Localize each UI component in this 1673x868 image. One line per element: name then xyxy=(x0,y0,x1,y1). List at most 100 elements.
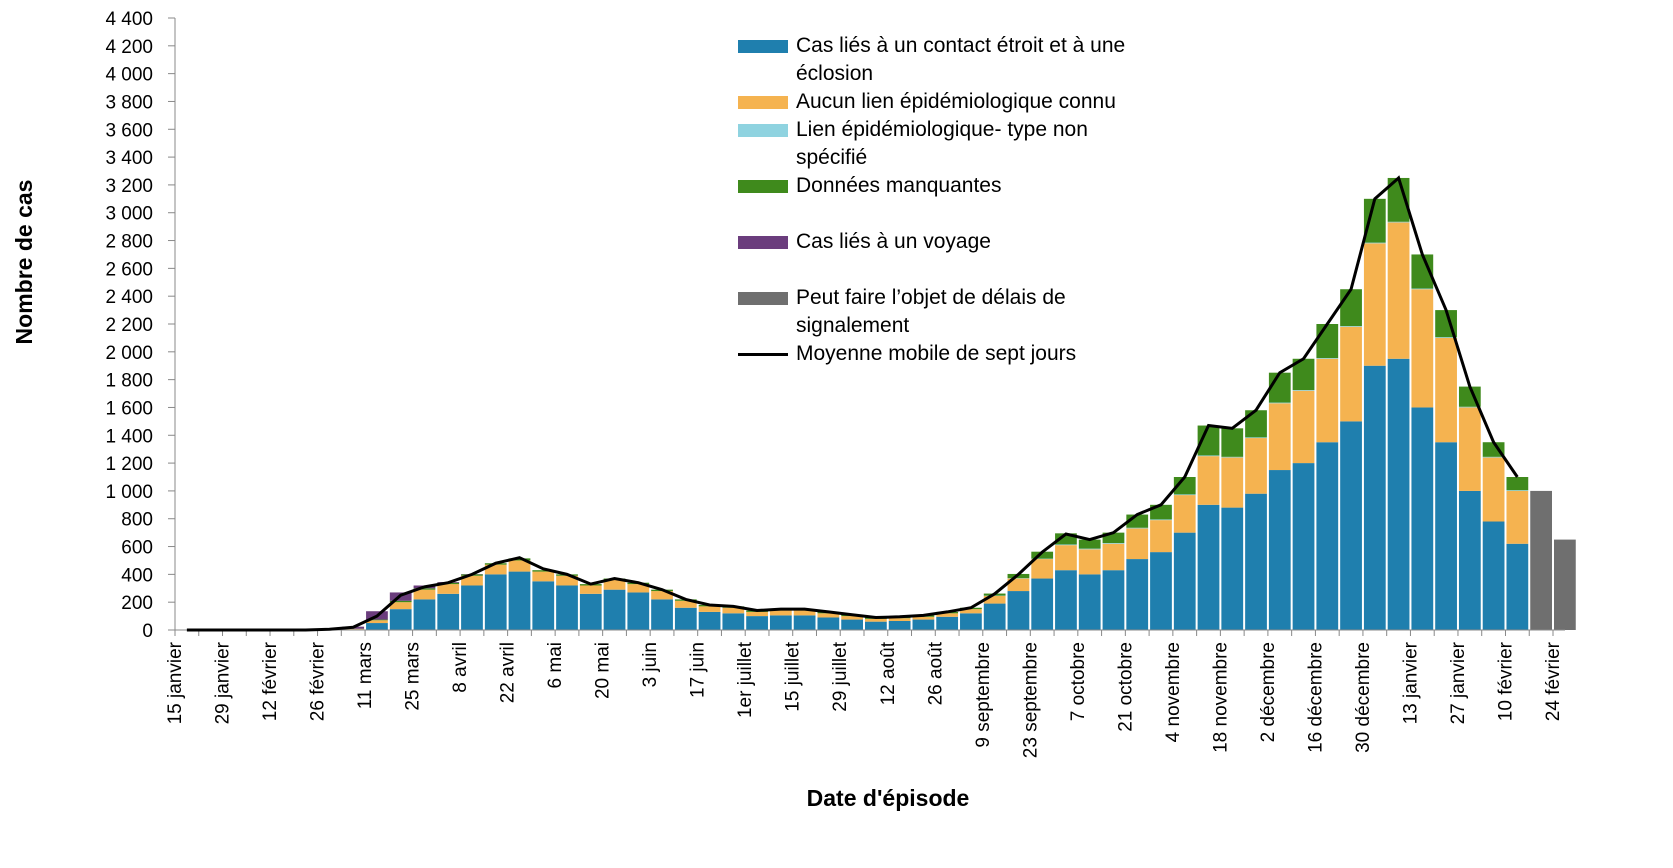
bar-segment xyxy=(1411,289,1434,408)
bar-segment xyxy=(1387,221,1410,223)
x-tick-label: 15 janvier xyxy=(165,641,186,724)
bar-segment xyxy=(461,585,483,630)
bar-segment xyxy=(1150,552,1172,630)
bar-segment xyxy=(1435,337,1457,338)
x-tick-label: 24 février xyxy=(1543,641,1564,721)
bar-segment xyxy=(817,617,840,630)
bar-segment xyxy=(1007,578,1030,592)
legend-swatch xyxy=(738,96,788,109)
x-tick-label: 12 février xyxy=(260,641,281,721)
x-tick-label: 21 octobre xyxy=(1115,642,1136,732)
bar-segment xyxy=(1292,463,1315,630)
bar-segment xyxy=(579,593,602,630)
legend-label: Cas liés à un contact étroit et à une éc… xyxy=(796,34,1126,85)
bar-segment xyxy=(1031,578,1054,630)
y-tick-label: 3 600 xyxy=(105,120,153,141)
x-tick-label: 30 décembre xyxy=(1353,642,1374,753)
bar-segment xyxy=(1245,410,1267,438)
bar-segment xyxy=(366,620,388,624)
bar-segment xyxy=(1102,543,1125,544)
bar-segment xyxy=(1078,548,1101,550)
y-tick-label: 2 600 xyxy=(105,259,153,280)
x-tick-label: 11 mars xyxy=(355,642,376,709)
bar-segment xyxy=(508,571,531,630)
bar-segment xyxy=(1268,403,1291,471)
y-tick-label: 200 xyxy=(121,593,153,614)
x-tick-label: 26 août xyxy=(925,641,946,705)
bar-segment xyxy=(366,619,388,621)
bar-segment xyxy=(1292,390,1315,391)
bar-segment xyxy=(960,613,982,630)
y-tick-label: 2 400 xyxy=(105,287,153,308)
bar-segment xyxy=(1197,425,1220,456)
bar-segment xyxy=(508,560,531,572)
bar-segment xyxy=(983,603,1006,630)
bar-segment xyxy=(1173,532,1196,630)
bar-segment xyxy=(1363,365,1386,630)
x-tick-label: 16 décembre xyxy=(1305,642,1326,753)
x-tick-label: 13 janvier xyxy=(1400,641,1421,724)
x-tick-label: 29 juillet xyxy=(830,641,851,711)
x-tick-label: 15 juillet xyxy=(783,641,804,711)
bar-segment xyxy=(865,618,887,622)
y-tick-label: 0 xyxy=(142,621,153,642)
bar-segment xyxy=(1102,570,1125,630)
bar-segment xyxy=(1078,574,1101,630)
bar-segment xyxy=(674,600,697,608)
bar-segment xyxy=(1363,243,1386,366)
x-tick-label: 18 novembre xyxy=(1210,642,1231,753)
legend-item: Moyenne mobile de sept jours xyxy=(722,340,1150,368)
x-tick-label: 10 février xyxy=(1495,641,1516,721)
bar-segment xyxy=(1150,520,1172,553)
bar-segment xyxy=(389,602,412,610)
bar-segment xyxy=(556,585,578,630)
bar-segment xyxy=(413,599,436,630)
bar-segment xyxy=(1340,326,1362,422)
bar-segment xyxy=(1126,559,1149,630)
bar-segment xyxy=(1482,521,1505,630)
bar-segment xyxy=(1458,490,1481,630)
bar-segment xyxy=(769,610,792,616)
bar-segment xyxy=(698,606,721,612)
bar-segment xyxy=(936,616,959,630)
x-tick-label: 12 août xyxy=(878,641,899,705)
y-tick-label: 4 400 xyxy=(105,9,153,30)
bar-segment xyxy=(1007,591,1030,630)
y-tick-label: 1 600 xyxy=(105,398,153,419)
bar-segment xyxy=(912,619,935,630)
legend-label: Peut faire l’objet de délais de signalem… xyxy=(796,286,1066,337)
bar-segment xyxy=(1126,527,1149,529)
legend-label: Moyenne mobile de sept jours xyxy=(796,342,1077,365)
x-tick-label: 9 septembre xyxy=(973,642,994,748)
legend-label: Cas liés à un voyage xyxy=(796,230,991,253)
legend-item: Lien épidémiologique- type non spécifié xyxy=(722,116,1150,172)
y-tick-label: 2 000 xyxy=(105,343,153,364)
bar-segment xyxy=(793,615,816,630)
bar-segment xyxy=(1458,406,1481,408)
bar-segment xyxy=(1363,242,1386,244)
bar-segment xyxy=(1055,570,1077,630)
bar-segment xyxy=(1245,493,1267,630)
bar-segment xyxy=(1173,495,1196,533)
bar-segment xyxy=(1340,326,1362,327)
bar-segment xyxy=(888,618,911,621)
bar-segment xyxy=(1482,457,1505,522)
bar-segment xyxy=(603,579,626,590)
bar-segment xyxy=(437,584,460,594)
bar-segment xyxy=(1316,358,1339,359)
bar-segment xyxy=(1245,438,1267,494)
x-tick-label: 17 juin xyxy=(688,642,709,698)
y-tick-label: 2 800 xyxy=(105,232,153,253)
y-tick-label: 800 xyxy=(121,510,153,531)
bar-segment xyxy=(1316,442,1339,630)
bar-segment xyxy=(865,621,887,630)
legend-item: Aucun lien épidémiologique connu xyxy=(722,88,1150,116)
x-tick-label: 22 avril xyxy=(498,642,519,703)
bar-segment xyxy=(1435,337,1457,443)
bar-segment xyxy=(437,593,460,630)
legend-item: Cas liés à un contact étroit et à une éc… xyxy=(722,32,1150,88)
bar-segment xyxy=(532,570,555,572)
bar-segment xyxy=(674,607,697,630)
y-tick-label: 3 000 xyxy=(105,204,153,225)
bar-segment xyxy=(484,564,507,575)
